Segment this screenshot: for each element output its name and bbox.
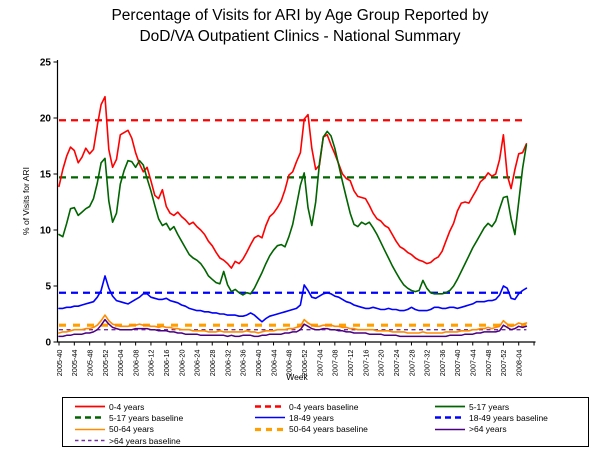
legend-line-sample — [435, 428, 465, 430]
legend-label: 0-4 years — [109, 401, 145, 412]
x-tick-label: 2005-48 — [85, 350, 94, 377]
x-tick-label: 2007-24 — [392, 350, 401, 377]
legend-item: 0-4 years — [73, 401, 253, 412]
legend-label: >64 years — [469, 424, 507, 435]
x-tick-label: 2007-16 — [361, 350, 370, 377]
legend-item: >64 years baseline — [73, 435, 253, 446]
chart-title: Percentage of Visits for ARI by Age Grou… — [0, 5, 600, 47]
x-tick-label: 2007-48 — [484, 350, 493, 377]
legend-label: 0-4 years baseline — [289, 401, 359, 412]
legend-item: 0-4 years baseline — [253, 401, 433, 412]
x-tick-label: 2005-40 — [55, 350, 64, 377]
y-tick-label: 5 — [45, 282, 51, 293]
x-tick-label: 2007-32 — [423, 350, 432, 377]
x-tick-label: 2006-20 — [177, 350, 186, 377]
y-tick-label: 10 — [40, 226, 52, 237]
chart-title-line1: Percentage of Visits for ARI by Age Grou… — [111, 7, 489, 24]
y-tick-label: 25 — [40, 58, 52, 69]
legend-label: 18-49 years — [289, 412, 334, 423]
y-tick-label: 20 — [40, 114, 52, 125]
legend-label: 18-49 years baseline — [469, 412, 548, 423]
x-tick-label: 2006-52 — [300, 350, 309, 377]
legend-line-sample — [255, 427, 285, 431]
legend-label: 50-64 years — [109, 424, 154, 435]
series-line-5-17-years — [58, 130, 528, 296]
series-line-18-49-years — [58, 275, 528, 323]
legend-label: 50-64 years baseline — [289, 424, 368, 435]
x-tick-label: 2005-52 — [101, 350, 110, 377]
legend-line-sample — [255, 417, 285, 419]
y-tick-label: 0 — [45, 338, 51, 349]
legend-line-sample — [75, 428, 105, 431]
x-tick-label: 2006-48 — [285, 350, 294, 377]
legend-item: 50-64 years baseline — [253, 424, 433, 435]
series-line-0-4-years — [58, 95, 528, 269]
x-axis-title: Week — [286, 372, 308, 382]
legend-item: 50-64 years — [73, 424, 253, 435]
x-tick-label: 2008-04 — [515, 350, 524, 377]
x-tick-label: 2006-24 — [193, 350, 202, 377]
legend-line-sample — [435, 405, 465, 408]
legend-line-sample — [75, 439, 105, 442]
legend-line-sample — [435, 416, 465, 420]
legend-label: 5-17 years baseline — [109, 412, 184, 423]
x-tick-label: 2006-08 — [131, 350, 140, 377]
chart-legend: 0-4 years 0-4 years baseline 5-17 years 5-1… — [62, 397, 589, 447]
x-tick-label: 2007-28 — [407, 350, 416, 377]
legend-line-sample — [75, 405, 105, 408]
legend-item: 18-49 years baseline — [433, 412, 588, 423]
x-tick-label: 2007-44 — [469, 350, 478, 377]
legend-item: >64 years — [433, 424, 588, 435]
x-tick-label: 2005-44 — [70, 350, 79, 377]
x-tick-label: 2006-28 — [208, 350, 217, 377]
y-tick-label: 15 — [40, 170, 52, 181]
x-tick-label: 2007-40 — [453, 350, 462, 377]
x-tick-label: 2006-40 — [254, 350, 263, 377]
x-tick-label: 2007-04 — [315, 350, 324, 377]
x-tick-label: 2006-16 — [162, 350, 171, 377]
x-tick-label: 2007-20 — [377, 350, 386, 377]
x-tick-label: 2007-52 — [499, 350, 508, 377]
legend-line-sample — [75, 416, 105, 420]
legend-label: >64 years baseline — [109, 435, 181, 446]
legend-item: 5-17 years — [433, 401, 588, 412]
y-axis-title: % of Visits for ARI — [21, 167, 31, 235]
x-tick-label: 2006-32 — [223, 350, 232, 377]
x-tick-label: 2006-04 — [116, 350, 125, 377]
series-line--64-years — [58, 318, 528, 338]
x-tick-label: 2006-36 — [239, 350, 248, 377]
legend-label: 5-17 years — [469, 401, 510, 412]
x-tick-label: 2006-44 — [269, 350, 278, 377]
chart-title-line2: DoD/VA Outpatient Clinics - National Sum… — [139, 28, 461, 45]
legend-line-sample — [255, 405, 285, 408]
x-tick-label: 2006-12 — [147, 350, 156, 377]
legend-item: 5-17 years baseline — [73, 412, 253, 423]
x-tick-label: 2007-12 — [346, 350, 355, 377]
x-tick-label: 2007-08 — [331, 350, 340, 377]
legend-item: 18-49 years — [253, 412, 433, 423]
series-line-50-64-years — [58, 314, 528, 334]
x-tick-label: 2007-36 — [438, 350, 447, 377]
